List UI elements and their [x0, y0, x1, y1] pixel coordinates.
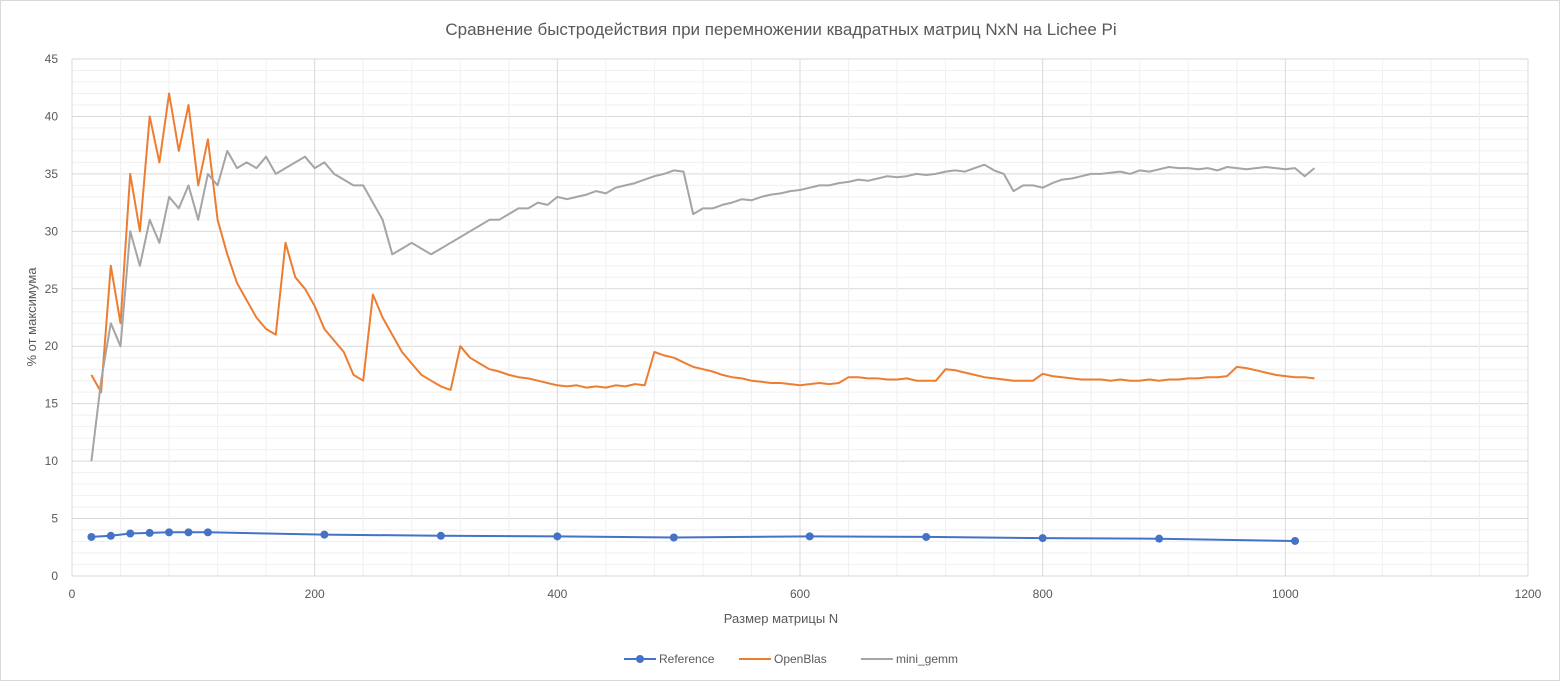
legend-item-mini_gemm: mini_gemm [861, 652, 958, 666]
y-tick-label: 20 [45, 339, 59, 353]
y-tick-label: 10 [45, 454, 59, 468]
data-point-reference [669, 533, 678, 542]
data-point-reference [805, 532, 814, 541]
y-tick-label: 35 [45, 167, 59, 181]
y-tick-label: 45 [45, 52, 59, 66]
x-tick-label: 1200 [1515, 587, 1542, 601]
data-point-reference [165, 528, 174, 537]
data-point-reference [320, 530, 329, 539]
x-tick-label: 600 [790, 587, 810, 601]
x-tick-label: 0 [69, 587, 76, 601]
series-line-openblas [90, 92, 1315, 394]
data-point-reference [203, 528, 212, 537]
data-point-reference [87, 532, 96, 541]
data-point-reference [184, 528, 193, 537]
legend-item-openblas: OpenBlas [739, 652, 827, 666]
data-point-reference [922, 532, 931, 541]
y-tick-label: 0 [51, 569, 58, 583]
legend-item-reference: Reference [624, 652, 715, 666]
x-tick-label: 1000 [1272, 587, 1299, 601]
y-tick-label: 5 [51, 512, 58, 526]
y-tick-label: 25 [45, 282, 59, 296]
data-point-reference [106, 531, 115, 540]
legend-label: mini_gemm [896, 652, 958, 666]
gridlines [71, 58, 1529, 577]
legend-label: Reference [659, 652, 715, 666]
x-axis-label: Размер матрицы N [724, 611, 838, 626]
data-point-reference [1291, 536, 1300, 545]
y-axis-label: % от максимума [24, 267, 39, 367]
y-tick-label: 30 [45, 224, 59, 238]
legend-marker [636, 655, 644, 663]
legend: Reference OpenBlas mini_gemm [624, 652, 958, 666]
x-tick-label: 800 [1033, 587, 1053, 601]
data-point-reference [1038, 534, 1047, 543]
data-point-reference [553, 532, 562, 541]
x-tick-labels: 0 200 400 600 800 1000 1200 [69, 587, 1542, 601]
data-point-reference [126, 529, 135, 538]
y-tick-labels: 0 5 10 15 20 25 30 35 40 45 [45, 52, 59, 583]
y-tick-label: 15 [45, 397, 59, 411]
series-lines [87, 92, 1316, 545]
series-line-reference [91, 531, 1296, 542]
y-tick-label: 40 [45, 109, 59, 123]
data-point-reference [436, 531, 445, 540]
x-tick-label: 400 [547, 587, 567, 601]
data-point-reference [1155, 534, 1164, 543]
x-tick-label: 200 [305, 587, 325, 601]
legend-label: OpenBlas [774, 652, 827, 666]
data-point-reference [145, 528, 154, 537]
series-line-mini_gemm [90, 149, 1316, 462]
chart-title: Сравнение быстродействия при перемножени… [445, 20, 1116, 39]
